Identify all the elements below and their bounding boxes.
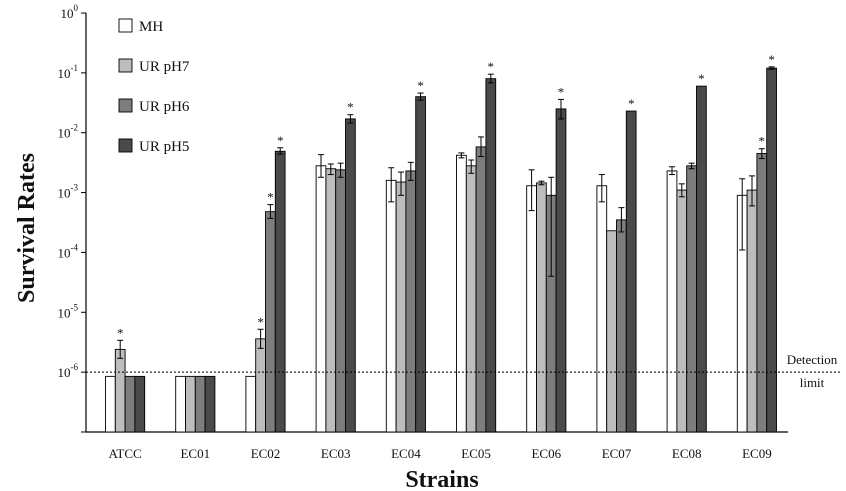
bar-mh <box>526 185 537 433</box>
legend-swatch <box>118 98 133 113</box>
y-tick-label: 10-4 <box>58 242 79 260</box>
bar-ur-ph6 <box>335 169 346 433</box>
detection-limit-label: limit <box>800 375 825 390</box>
significance-star: * <box>117 325 124 340</box>
bar-ur-ph5 <box>345 118 356 433</box>
x-tick-label: EC03 <box>321 446 351 461</box>
x-tick-label: EC06 <box>531 446 561 461</box>
bar-ur-ph5 <box>625 110 637 433</box>
bar-ur-ph6 <box>194 375 206 433</box>
y-axis-title: Survival Rates <box>14 153 40 303</box>
bar-mh <box>666 170 678 433</box>
y-tick-label: 10-6 <box>58 362 79 380</box>
bar-ur-ph5 <box>696 85 707 433</box>
plot-area: 100 10-1 10-2 10-3 10-4 10-5 10-6 ATCC * EC01 EC02… <box>58 3 840 461</box>
x-tick-label: EC02 <box>251 446 281 461</box>
detection-limit-label: Detection <box>787 352 838 367</box>
y-tick-label: 10-1 <box>58 63 79 81</box>
bar-ur-ph7 <box>676 189 688 433</box>
bar-ur-ph5 <box>555 108 567 433</box>
significance-star: * <box>558 84 565 99</box>
y-tick-label: 10-3 <box>58 183 79 201</box>
legend-swatch <box>118 138 133 153</box>
x-tick-label: EC01 <box>180 446 210 461</box>
significance-star: * <box>347 100 354 115</box>
bar-mh <box>315 165 327 433</box>
legend-label: UR pH6 <box>139 99 190 115</box>
significance-star: * <box>277 133 284 148</box>
bar-ur-ph7 <box>395 181 407 433</box>
bar-mh <box>456 154 467 433</box>
x-tick-label: EC05 <box>461 446 491 461</box>
significance-star: * <box>698 71 705 86</box>
bar-ur-ph7 <box>114 348 126 433</box>
bar-mh <box>105 375 116 433</box>
bar-ur-ph7 <box>325 168 337 433</box>
bar-mh <box>175 375 186 433</box>
x-tick-label: EC09 <box>742 446 772 461</box>
x-axis-title: Strains <box>405 467 478 491</box>
bar-ur-ph7 <box>606 230 617 433</box>
bar-ur-ph7 <box>465 165 477 433</box>
significance-star: * <box>759 134 766 149</box>
significance-star: * <box>628 96 635 111</box>
bar-ur-ph7 <box>536 182 547 433</box>
bar-ur-ph7 <box>185 375 196 433</box>
bar-ur-ph6 <box>686 165 697 433</box>
legend-swatch <box>118 18 133 33</box>
significance-star: * <box>267 190 274 205</box>
bar-ur-ph6 <box>475 146 487 433</box>
bar-ur-ph5 <box>204 375 216 433</box>
legend: MH UR pH7 UR pH6 UR pH5 <box>118 18 190 155</box>
bar-ur-ph5 <box>274 150 286 433</box>
significance-star: * <box>488 59 495 74</box>
legend-label: UR pH7 <box>139 59 190 75</box>
legend-label: UR pH5 <box>139 139 189 155</box>
y-tick-label: 100 <box>61 3 79 21</box>
y-tick-label: 10-5 <box>58 302 79 320</box>
bar-ur-ph6 <box>265 211 276 433</box>
significance-star: * <box>257 314 264 329</box>
bar-ur-ph5 <box>134 375 146 433</box>
bar-mh <box>385 179 397 433</box>
bar-ur-ph6 <box>124 375 136 433</box>
bar-mh <box>596 185 608 433</box>
x-tick-label: EC08 <box>672 446 702 461</box>
bar-ur-ph5 <box>415 96 426 433</box>
significance-star: * <box>768 52 775 67</box>
legend-label: MH <box>139 19 163 35</box>
x-tick-label: EC07 <box>602 446 632 461</box>
bar-ur-ph6 <box>405 170 417 433</box>
legend-swatch <box>118 58 133 73</box>
y-tick-label: 10-2 <box>58 123 79 141</box>
bar-ur-ph7 <box>746 189 758 433</box>
significance-star: * <box>417 78 424 93</box>
bar-ur-ph5 <box>485 78 497 433</box>
bar-ur-ph6 <box>756 153 768 433</box>
bar-ur-ph7 <box>255 338 266 433</box>
x-tick-label: EC04 <box>391 446 421 461</box>
x-tick-label: ATCC <box>108 446 141 461</box>
bar-mh <box>245 375 257 433</box>
bar-ur-ph6 <box>616 219 627 433</box>
bar-ur-ph5 <box>766 67 777 433</box>
